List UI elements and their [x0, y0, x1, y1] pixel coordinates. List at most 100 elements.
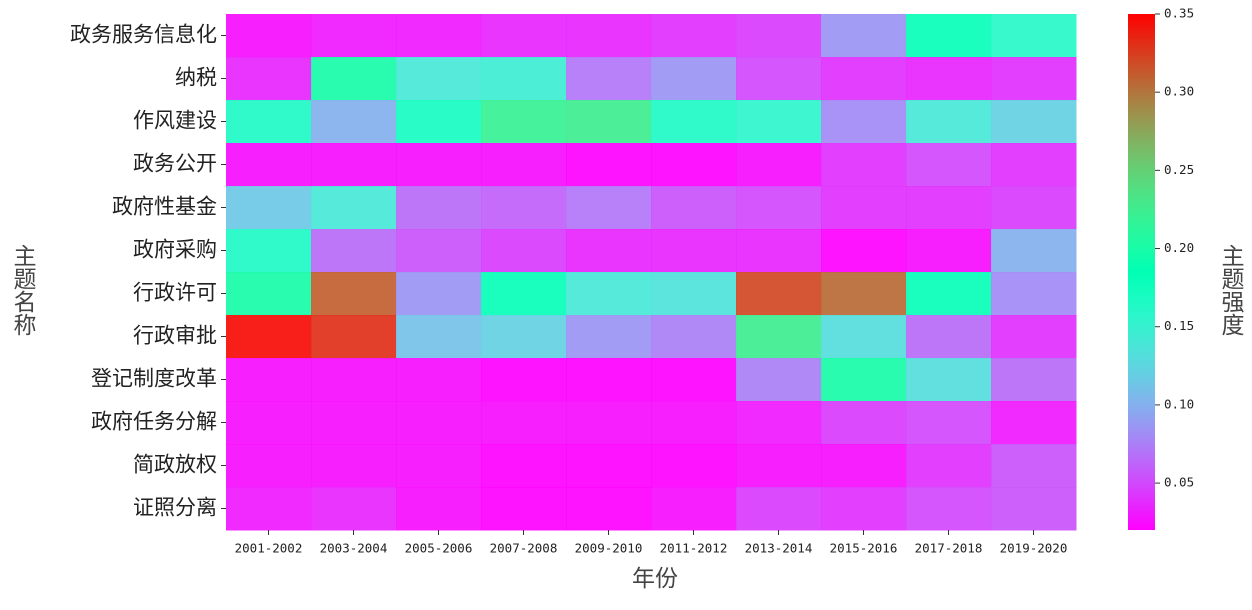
- heatmap-cell: [991, 143, 1077, 187]
- heatmap-cell: [396, 444, 482, 488]
- heatmap-cell: [736, 57, 822, 101]
- heatmap-cell: [736, 315, 822, 359]
- heatmap-cell: [481, 186, 567, 230]
- heatmap-cell: [906, 272, 992, 316]
- colorbar-tick-label: 0.05: [1164, 475, 1194, 490]
- heatmap-cell: [566, 401, 652, 445]
- heatmap-cell: [396, 57, 482, 101]
- colorbar-title: 主题强度: [1217, 244, 1245, 336]
- heatmap-cell: [481, 401, 567, 445]
- heatmap-cell: [226, 186, 312, 230]
- x-tick-label: 2001-2002: [235, 541, 303, 556]
- heatmap-cell: [396, 272, 482, 316]
- heatmap-cell: [481, 57, 567, 101]
- heatmap-cell: [566, 229, 652, 273]
- heatmap-cell: [651, 358, 737, 402]
- heatmap-cell: [311, 315, 397, 359]
- heatmap-cell: [396, 229, 482, 273]
- heatmap-cell: [736, 358, 822, 402]
- heatmap-cell: [226, 358, 312, 402]
- heatmap-cell: [226, 229, 312, 273]
- heatmap-cell: [991, 315, 1077, 359]
- heatmap-cell: [651, 229, 737, 273]
- heatmap-cell: [311, 143, 397, 187]
- heatmap-cell: [906, 186, 992, 230]
- heatmap-cell: [481, 14, 567, 58]
- heatmap-cell: [566, 272, 652, 316]
- heatmap-cell: [481, 487, 567, 531]
- heatmap-cell: [481, 315, 567, 359]
- x-axis-title: 年份: [632, 566, 678, 592]
- heatmap-cell: [396, 100, 482, 144]
- y-tick-label: 政府任务分解: [91, 410, 217, 434]
- heatmap-cell: [651, 57, 737, 101]
- heatmap-cell: [481, 229, 567, 273]
- heatmap-cell: [566, 186, 652, 230]
- heatmap-cell: [226, 272, 312, 316]
- heatmap-cell: [991, 100, 1077, 144]
- heatmap-cell: [736, 272, 822, 316]
- heatmap-cell: [736, 14, 822, 58]
- heatmap-cell: [311, 186, 397, 230]
- heatmap-cell: [906, 444, 992, 488]
- heatmap-cell: [396, 315, 482, 359]
- heatmap-cell: [821, 229, 907, 273]
- colorbar-tick-label: 0.30: [1164, 84, 1194, 99]
- colorbar: [1128, 14, 1155, 530]
- heatmap-cell: [821, 14, 907, 58]
- y-tick-label: 简政放权: [133, 453, 217, 477]
- heatmap-cell: [651, 100, 737, 144]
- heatmap-cell: [906, 315, 992, 359]
- y-tick-label: 作风建设: [133, 109, 217, 133]
- heatmap-cell: [226, 444, 312, 488]
- heatmap-cell: [736, 444, 822, 488]
- heatmap-cell: [311, 444, 397, 488]
- heatmap-cell: [566, 487, 652, 531]
- heatmap-cell: [566, 358, 652, 402]
- x-tick-label: 2013-2014: [745, 541, 813, 556]
- heatmap-cell: [566, 14, 652, 58]
- heatmap-cell: [226, 401, 312, 445]
- heatmap-cell: [906, 229, 992, 273]
- heatmap-cell: [991, 272, 1077, 316]
- heatmap-cell: [481, 100, 567, 144]
- y-tick-label: 政府性基金: [112, 195, 217, 219]
- heatmap-cell: [651, 315, 737, 359]
- heatmap-cell: [821, 100, 907, 144]
- heatmap-cell: [651, 444, 737, 488]
- heatmap-cell: [736, 229, 822, 273]
- colorbar-tick-label: 0.35: [1164, 6, 1194, 21]
- heatmap-cell: [226, 315, 312, 359]
- heatmap-cell: [651, 272, 737, 316]
- heatmap-cell: [311, 487, 397, 531]
- heatmap-cell: [821, 444, 907, 488]
- x-tick-label: 2015-2016: [830, 541, 898, 556]
- heatmap-cell: [736, 487, 822, 531]
- heatmap-cell: [396, 487, 482, 531]
- heatmap-cell: [821, 143, 907, 187]
- heatmap-cell: [991, 229, 1077, 273]
- heatmap-cell: [651, 186, 737, 230]
- heatmap-cell: [736, 401, 822, 445]
- heatmap-cell: [821, 401, 907, 445]
- heatmap-cell: [396, 143, 482, 187]
- heatmap-cell: [311, 100, 397, 144]
- heatmap-cell: [311, 401, 397, 445]
- heatmap-cell: [651, 401, 737, 445]
- colorbar-tick-label: 0.10: [1164, 396, 1194, 411]
- heatmap-cell: [481, 272, 567, 316]
- heatmap-cell: [991, 358, 1077, 402]
- heatmap-cell: [821, 487, 907, 531]
- heatmap-cell: [736, 100, 822, 144]
- heatmap-cell: [396, 14, 482, 58]
- heatmap-cell: [651, 143, 737, 187]
- heatmap-cell: [396, 358, 482, 402]
- heatmap-cell: [906, 358, 992, 402]
- heatmap-cell: [311, 358, 397, 402]
- x-tick-label: 2017-2018: [915, 541, 983, 556]
- heatmap-cell: [226, 100, 312, 144]
- heatmap-cell: [226, 143, 312, 187]
- y-tick-label: 政务公开: [133, 152, 217, 176]
- heatmap-cell: [906, 100, 992, 144]
